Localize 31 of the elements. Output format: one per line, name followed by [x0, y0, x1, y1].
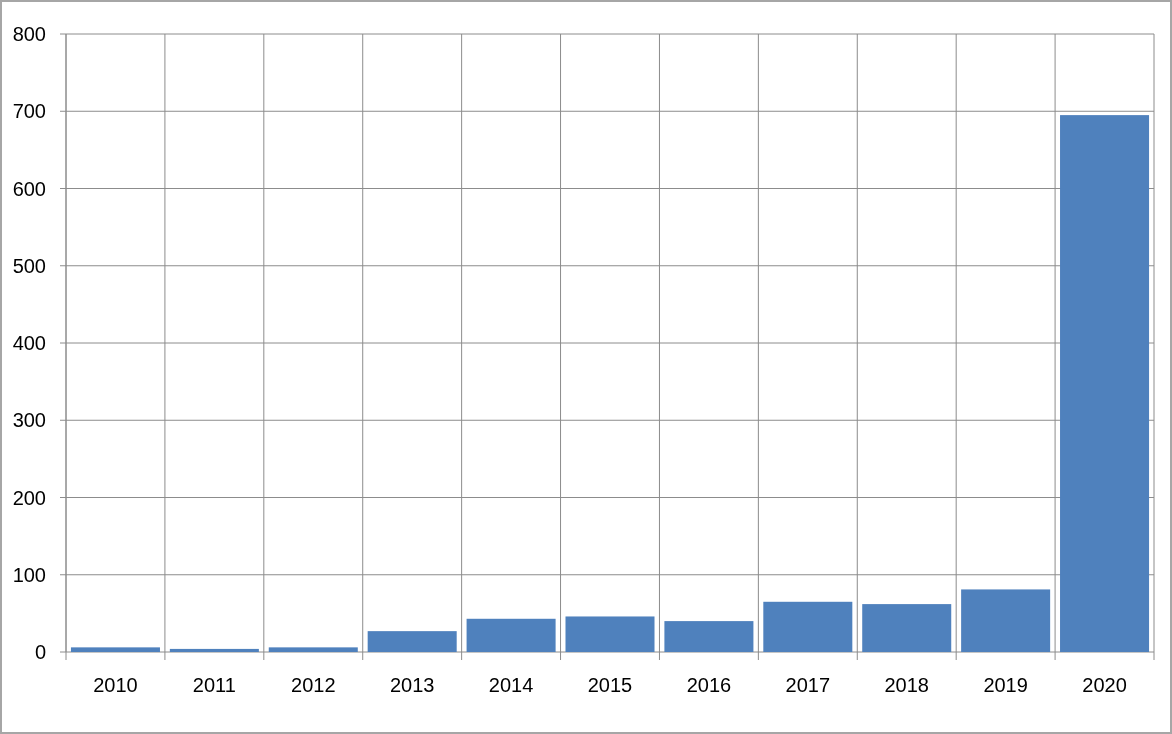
x-tick-label: 2019	[983, 674, 1028, 696]
y-tick-label: 500	[12, 254, 46, 277]
bar	[1060, 115, 1150, 652]
bar	[169, 648, 259, 652]
x-tick-label: 2018	[884, 674, 929, 696]
bar	[565, 616, 655, 652]
y-tick-label: 100	[12, 563, 46, 586]
x-tick-label: 2020	[1082, 674, 1127, 696]
y-tick-label: 700	[12, 100, 46, 123]
y-tick-label: 600	[12, 177, 46, 200]
x-tick-label: 2017	[785, 674, 831, 696]
y-tick-label: 800	[12, 23, 46, 45]
x-tick-label: 2013	[389, 674, 435, 696]
bar	[961, 589, 1051, 652]
bar	[466, 618, 556, 652]
bar	[367, 631, 457, 652]
y-tick-label: 0	[34, 641, 46, 663]
bar	[70, 647, 160, 652]
x-tick-label: 2012	[291, 674, 336, 696]
x-tick-label: 2011	[192, 674, 236, 696]
y-tick-label: 400	[12, 332, 46, 354]
y-tick-label: 300	[12, 409, 46, 432]
bar	[862, 604, 952, 652]
x-tick-label: 2014	[488, 674, 534, 696]
x-tick-label: 2010	[93, 674, 138, 696]
bar	[664, 621, 754, 652]
x-tick-label: 2016	[686, 674, 732, 696]
x-tick-label: 2015	[587, 674, 633, 696]
y-tick-label: 200	[12, 486, 46, 509]
bar	[268, 647, 358, 652]
bar	[763, 601, 853, 652]
